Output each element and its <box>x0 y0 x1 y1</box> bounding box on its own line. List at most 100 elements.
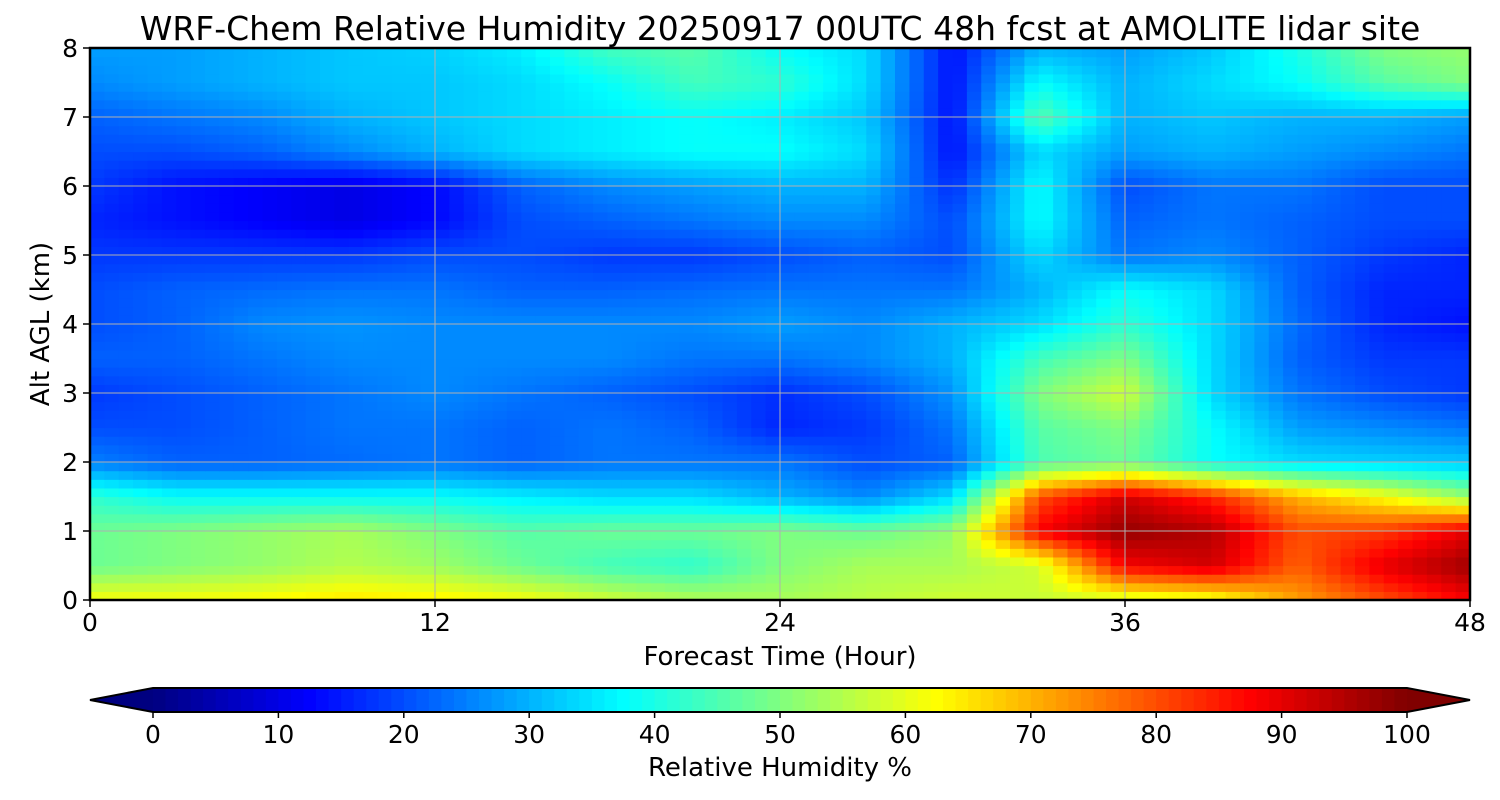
heatmap-cell <box>578 470 594 480</box>
heatmap-cell <box>535 194 551 204</box>
heatmap-cell <box>895 289 910 299</box>
heatmap-cell <box>463 332 479 342</box>
heatmap-cell <box>636 367 652 377</box>
heatmap-cell <box>463 255 479 265</box>
heatmap-cell <box>550 487 565 498</box>
heatmap-cell <box>621 375 637 385</box>
heatmap-cell <box>506 229 522 239</box>
heatmap-cell <box>262 168 278 178</box>
heatmap-cell <box>1326 565 1342 575</box>
heatmap-cell <box>506 375 522 385</box>
heatmap-cell <box>1168 522 1184 532</box>
heatmap-cell <box>765 358 781 368</box>
heatmap-cell <box>420 410 436 420</box>
heatmap-cell <box>1254 246 1270 256</box>
heatmap-cell <box>1455 565 1470 575</box>
heatmap-cell <box>693 513 709 523</box>
heatmap-cell <box>895 487 910 498</box>
heatmap-cell <box>1398 513 1414 523</box>
heatmap-cell <box>636 591 652 600</box>
heatmap-cell <box>866 487 882 498</box>
heatmap-cell <box>1455 255 1470 265</box>
heatmap-cell <box>1283 229 1299 239</box>
heatmap-cell <box>1326 332 1342 342</box>
heatmap-cell <box>478 574 494 584</box>
heatmap-cell <box>1268 341 1284 351</box>
heatmap-cell <box>463 367 479 377</box>
heatmap-cell <box>1139 255 1155 265</box>
heatmap-cell <box>1297 539 1313 549</box>
heatmap-cell <box>1254 539 1270 549</box>
heatmap-cell <box>406 315 422 325</box>
heatmap-cell <box>104 246 120 256</box>
heatmap-cell <box>1326 384 1342 394</box>
heatmap-cell <box>248 487 264 498</box>
heatmap-cell <box>1038 479 1054 489</box>
heatmap-cell <box>636 548 652 558</box>
heatmap-cell <box>276 522 292 532</box>
heatmap-cell <box>1225 591 1241 600</box>
heatmap-cell <box>1254 574 1270 584</box>
heatmap-cell <box>693 556 709 567</box>
heatmap-cell <box>708 522 724 532</box>
heatmap-cell <box>248 591 264 600</box>
heatmap-cell <box>765 427 781 437</box>
heatmap-cell <box>1053 444 1069 454</box>
heatmap-cell <box>1067 548 1083 558</box>
heatmap-cell <box>895 565 910 575</box>
heatmap-cell <box>305 211 321 222</box>
heatmap-cell <box>1225 582 1241 592</box>
heatmap-cell <box>1311 255 1327 265</box>
heatmap-cell <box>205 479 220 489</box>
heatmap-cell <box>420 229 436 239</box>
heatmap-cell <box>938 496 954 506</box>
heatmap-cell <box>1254 151 1270 161</box>
heatmap-cell <box>1340 168 1356 178</box>
heatmap-cell <box>679 453 695 463</box>
heatmap-cell <box>995 436 1011 446</box>
heatmap-cell <box>205 401 220 411</box>
heatmap-cell <box>1182 436 1198 446</box>
heatmap-cell <box>636 470 652 480</box>
heatmap-cell <box>377 556 393 567</box>
heatmap-cell <box>966 462 982 472</box>
heatmap-cell <box>952 548 968 558</box>
heatmap-cell <box>880 522 896 532</box>
heatmap-cell <box>1153 358 1169 368</box>
heatmap-cell <box>506 220 522 230</box>
heatmap-cell <box>952 263 968 273</box>
heatmap-cell <box>276 539 292 549</box>
heatmap-cell <box>248 194 264 204</box>
heatmap-cell <box>736 263 752 273</box>
heatmap-cell <box>334 513 350 523</box>
heatmap-cell <box>262 418 278 429</box>
heatmap-cell <box>521 203 537 213</box>
heatmap-cell <box>1182 194 1198 204</box>
heatmap-cell <box>1024 211 1040 222</box>
heatmap-cell <box>708 548 724 558</box>
heatmap-cell <box>751 306 767 316</box>
heatmap-cell <box>564 505 580 515</box>
heatmap-cell <box>550 168 565 178</box>
heatmap-cell <box>492 220 508 230</box>
heatmap-cell <box>693 315 709 325</box>
heatmap-cell <box>1283 306 1299 316</box>
heatmap-cell <box>607 393 623 403</box>
heatmap-cell <box>535 574 551 584</box>
heatmap-cell <box>981 237 997 247</box>
heatmap-cell <box>780 375 795 385</box>
heatmap-cell <box>837 505 853 515</box>
heatmap-cell <box>808 203 824 213</box>
heatmap-cell <box>506 582 522 592</box>
heatmap-cell <box>837 186 853 196</box>
heatmap-cell <box>1211 539 1227 549</box>
heatmap-cell <box>765 246 781 256</box>
heatmap-cell <box>1383 168 1399 178</box>
heatmap-cell <box>420 393 436 403</box>
heatmap-cell <box>1024 470 1040 480</box>
heatmap-cell <box>118 168 134 178</box>
heatmap-cell <box>780 539 795 549</box>
heatmap-cell <box>535 418 551 429</box>
heatmap-cell <box>176 203 192 213</box>
heatmap-cell <box>765 289 781 299</box>
